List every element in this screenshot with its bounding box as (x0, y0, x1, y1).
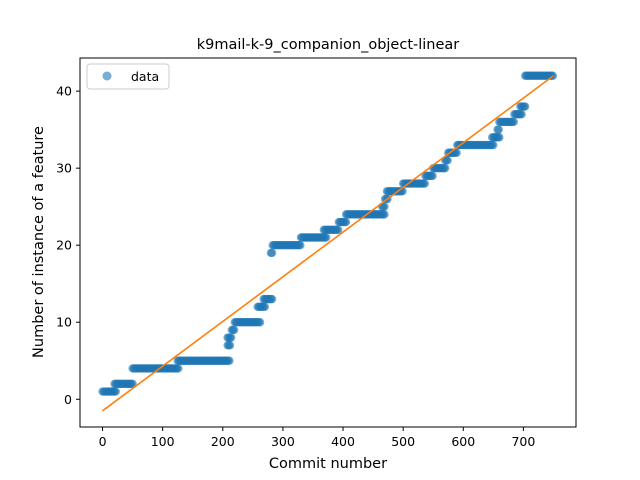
data-point (225, 356, 234, 365)
data-point (452, 148, 461, 157)
data-point (111, 387, 120, 396)
legend-box (86, 63, 170, 90)
x-tick-label: 300 (271, 434, 295, 449)
x-tick-label: 600 (451, 434, 475, 449)
plot-frame (79, 57, 577, 428)
chart-title: k9mail-k-9_companion_object-linear (197, 37, 460, 53)
x-tick-label: 100 (151, 434, 175, 449)
data-point (380, 210, 389, 219)
x-axis-label: Commit number (269, 456, 387, 472)
y-tick-label: 0 (64, 392, 72, 407)
data-point (494, 125, 503, 134)
fit-line-group (102, 75, 554, 412)
y-tick-label: 10 (56, 315, 72, 330)
data-point (489, 140, 498, 150)
x-tick-label: 400 (331, 434, 355, 449)
data-point (230, 325, 239, 335)
y-tick-label: 30 (56, 161, 72, 176)
y-axis: 0 10 20 30 40 (56, 84, 80, 407)
data-point (420, 179, 429, 188)
y-axis-label: Number of instance of a feature (31, 126, 47, 358)
legend: data (86, 63, 170, 90)
x-axis: 0 100 200 300 400 500 600 700 (99, 427, 535, 449)
data-point (443, 156, 452, 165)
data-point (341, 217, 351, 227)
legend-label-data: data (131, 69, 159, 84)
data-point (322, 233, 331, 242)
data-point (380, 202, 389, 211)
data-point (255, 318, 265, 327)
data-point (334, 225, 343, 234)
data-point (441, 163, 450, 173)
data-point (260, 302, 270, 312)
y-tick-label: 40 (56, 84, 72, 99)
x-tick-label: 0 (99, 434, 107, 449)
data-point (521, 102, 530, 111)
data-point (495, 133, 504, 142)
data-point (267, 248, 277, 258)
x-tick-label: 700 (511, 434, 535, 449)
data-point (267, 294, 277, 304)
data-point (517, 110, 526, 119)
data-point (428, 171, 437, 181)
data-point (225, 341, 235, 350)
data-point (227, 333, 236, 342)
x-tick-label: 200 (211, 434, 235, 449)
data-point (296, 241, 305, 250)
fit-line (102, 75, 554, 412)
y-tick-label: 20 (56, 238, 72, 253)
x-tick-label: 500 (391, 434, 415, 449)
data-point (174, 364, 183, 373)
legend-marker-data (102, 71, 112, 81)
data-point (509, 117, 518, 127)
